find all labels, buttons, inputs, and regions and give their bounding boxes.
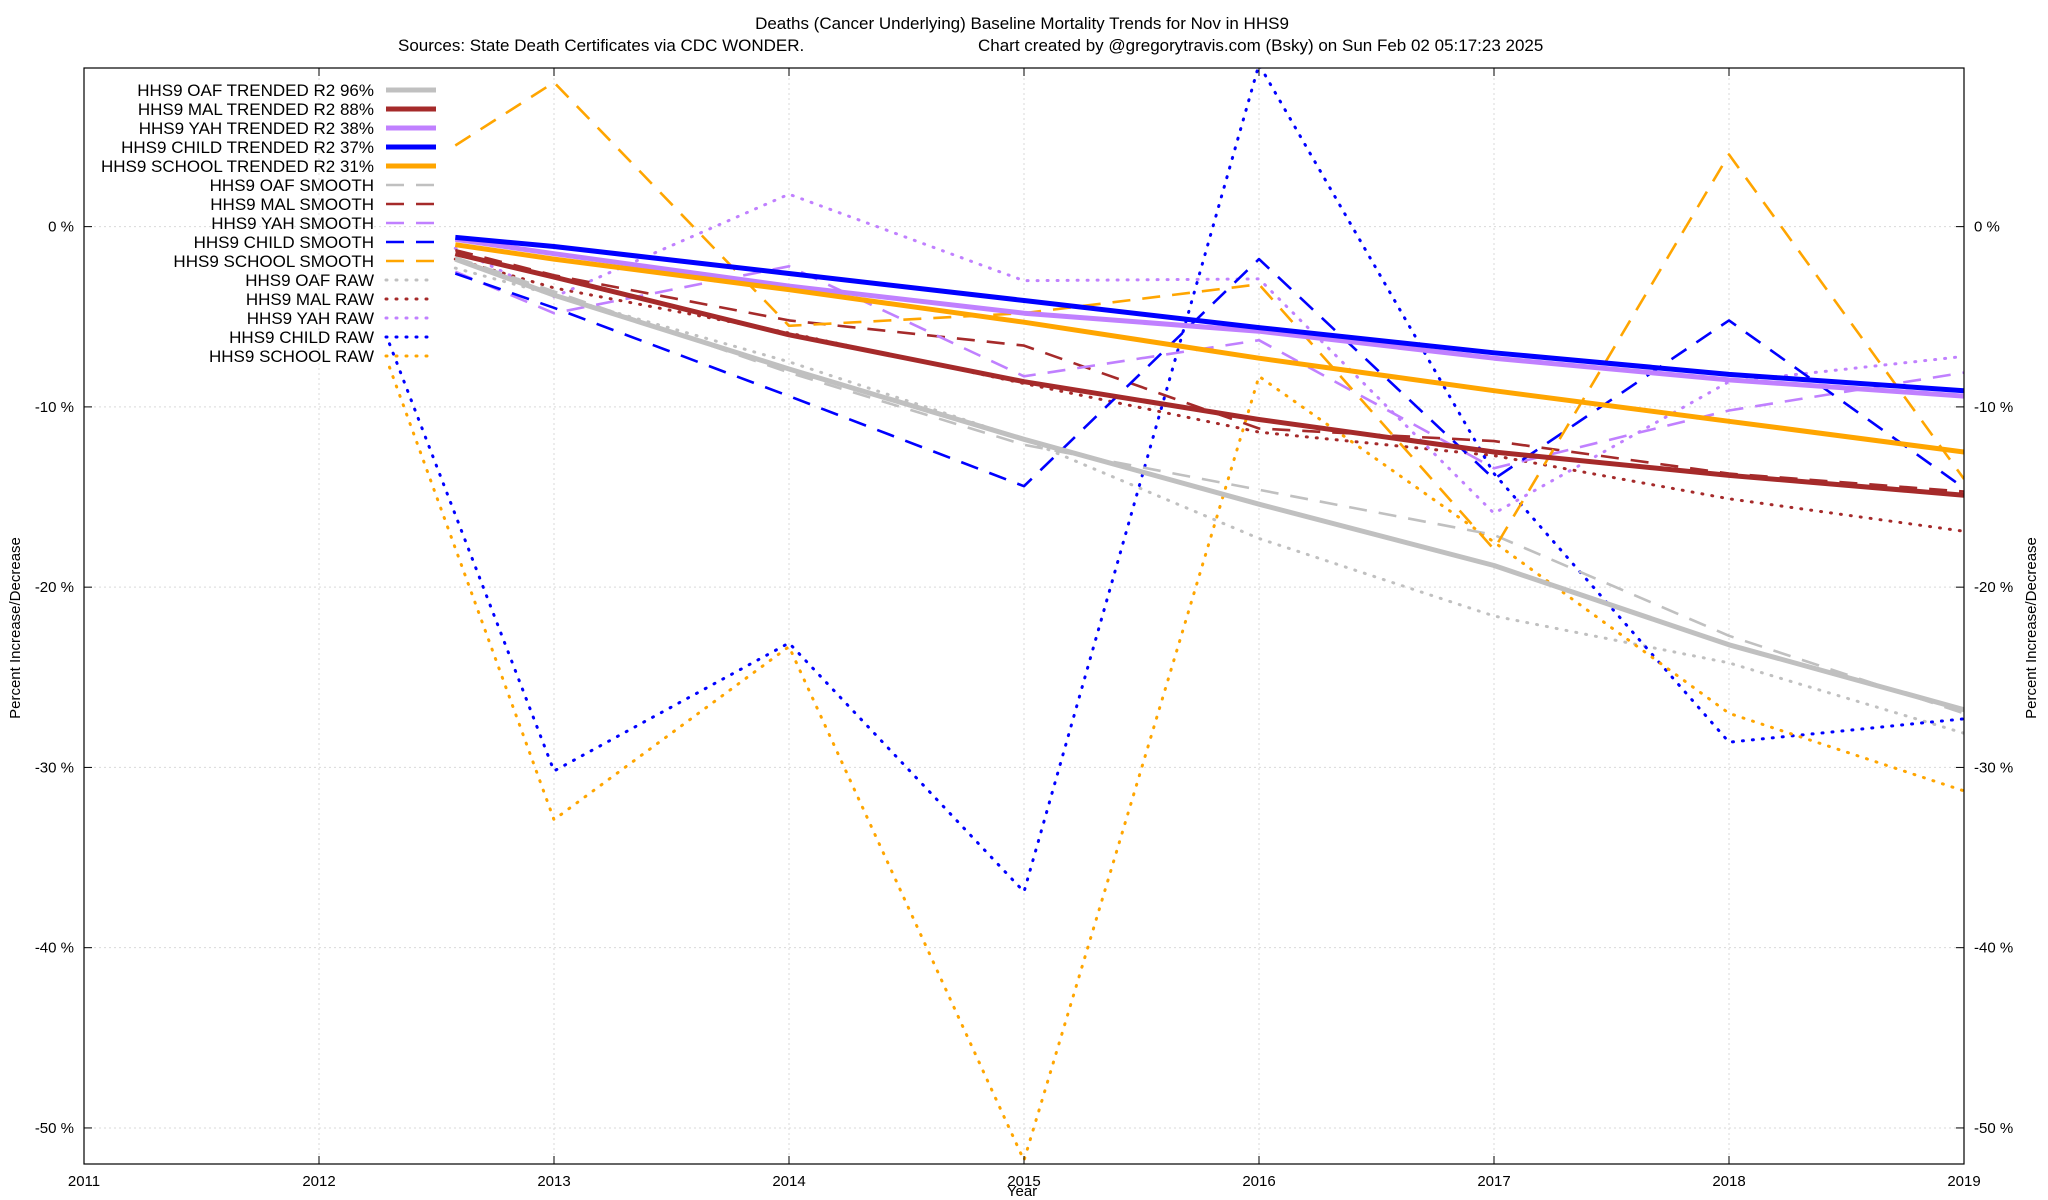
legend-label-12: HHS9 YAH RAW <box>247 309 374 328</box>
x-tick-label: 2015 <box>1007 1173 1040 1190</box>
y-tick-label-left: 0 % <box>48 219 74 236</box>
y-tick-label-right: 0 % <box>1974 219 2000 236</box>
ticks: 2011 2012 2013 2014 2015 2016 2017 2018 2019 0 % 0… <box>35 68 2013 1190</box>
legend: HHS9 OAF TRENDED R2 96%HHS9 MAL TRENDED … <box>101 81 438 366</box>
x-tick-label: 2017 <box>1477 1173 1510 1190</box>
x-tick-label: 2011 <box>68 1173 100 1190</box>
legend-label-4: HHS9 SCHOOL TRENDED R2 31% <box>101 157 374 176</box>
y-axis-label-right: Percent Increase/Decrease <box>2023 537 2040 719</box>
y-tick-label-left: -50 % <box>35 1120 74 1137</box>
legend-label-5: HHS9 OAF SMOOTH <box>210 176 374 195</box>
series-line-14 <box>388 365 1964 1162</box>
grid <box>83 68 1965 1164</box>
legend-label-6: HHS9 MAL SMOOTH <box>210 195 374 214</box>
series-line-2 <box>454 236 1964 399</box>
y-tick-label-right: -20 % <box>1974 579 2013 596</box>
y-tick-label-left: -30 % <box>35 759 74 776</box>
series-line-1 <box>454 251 1964 498</box>
chart-title: Deaths (Cancer Underlying) Baseline Mort… <box>755 14 1289 33</box>
legend-label-13: HHS9 CHILD RAW <box>229 328 374 347</box>
series-line-10 <box>453 266 1964 735</box>
series-line-9 <box>454 81 1964 551</box>
series-lines <box>388 68 1964 1162</box>
y-tick-label-right: -50 % <box>1974 1120 2013 1137</box>
legend-label-1: HHS9 MAL TRENDED R2 88% <box>138 100 374 119</box>
legend-label-9: HHS9 SCHOOL SMOOTH <box>173 252 374 271</box>
y-axis-label-left: Percent Increase/Decrease <box>7 537 24 719</box>
series-line-5 <box>454 256 1964 715</box>
y-tick-label-left: -40 % <box>35 940 74 957</box>
legend-label-0: HHS9 OAF TRENDED R2 96% <box>137 81 374 100</box>
legend-label-2: HHS9 YAH TRENDED R2 38% <box>139 119 374 138</box>
series-line-11 <box>453 257 1964 533</box>
legend-label-14: HHS9 SCHOOL RAW <box>209 347 374 366</box>
chart-subtitle-right: Chart created by @gregorytravis.com (Bsk… <box>978 36 1543 55</box>
x-tick-label: 2013 <box>537 1173 570 1190</box>
series-line-7 <box>454 264 1964 470</box>
series-line-6 <box>454 248 1964 493</box>
series-line-0 <box>454 256 1964 713</box>
series-line-13 <box>388 68 1964 894</box>
x-tick-label: 2014 <box>772 1173 805 1190</box>
legend-label-7: HHS9 YAH SMOOTH <box>211 214 374 233</box>
x-tick-label: 2018 <box>1712 1173 1745 1190</box>
x-tick-label: 2012 <box>302 1173 335 1190</box>
y-tick-label-left: -20 % <box>35 579 74 596</box>
x-axis-label: Year <box>1007 1183 1037 1200</box>
y-tick-label-right: -10 % <box>1974 399 2013 416</box>
legend-label-10: HHS9 OAF RAW <box>245 271 374 290</box>
legend-label-11: HHS9 MAL RAW <box>246 290 374 309</box>
legend-label-3: HHS9 CHILD TRENDED R2 37% <box>121 138 374 157</box>
y-tick-label-right: -40 % <box>1974 940 2013 957</box>
series-line-4 <box>454 242 1964 455</box>
y-tick-label-left: -10 % <box>35 399 74 416</box>
chart-subtitle-left: Sources: State Death Certificates via CD… <box>398 36 804 55</box>
y-tick-label-right: -30 % <box>1974 759 2013 776</box>
x-tick-label: 2019 <box>1947 1173 1980 1190</box>
legend-label-8: HHS9 CHILD SMOOTH <box>194 233 374 252</box>
series-line-3 <box>455 234 1964 394</box>
x-tick-label: 2016 <box>1242 1173 1275 1190</box>
